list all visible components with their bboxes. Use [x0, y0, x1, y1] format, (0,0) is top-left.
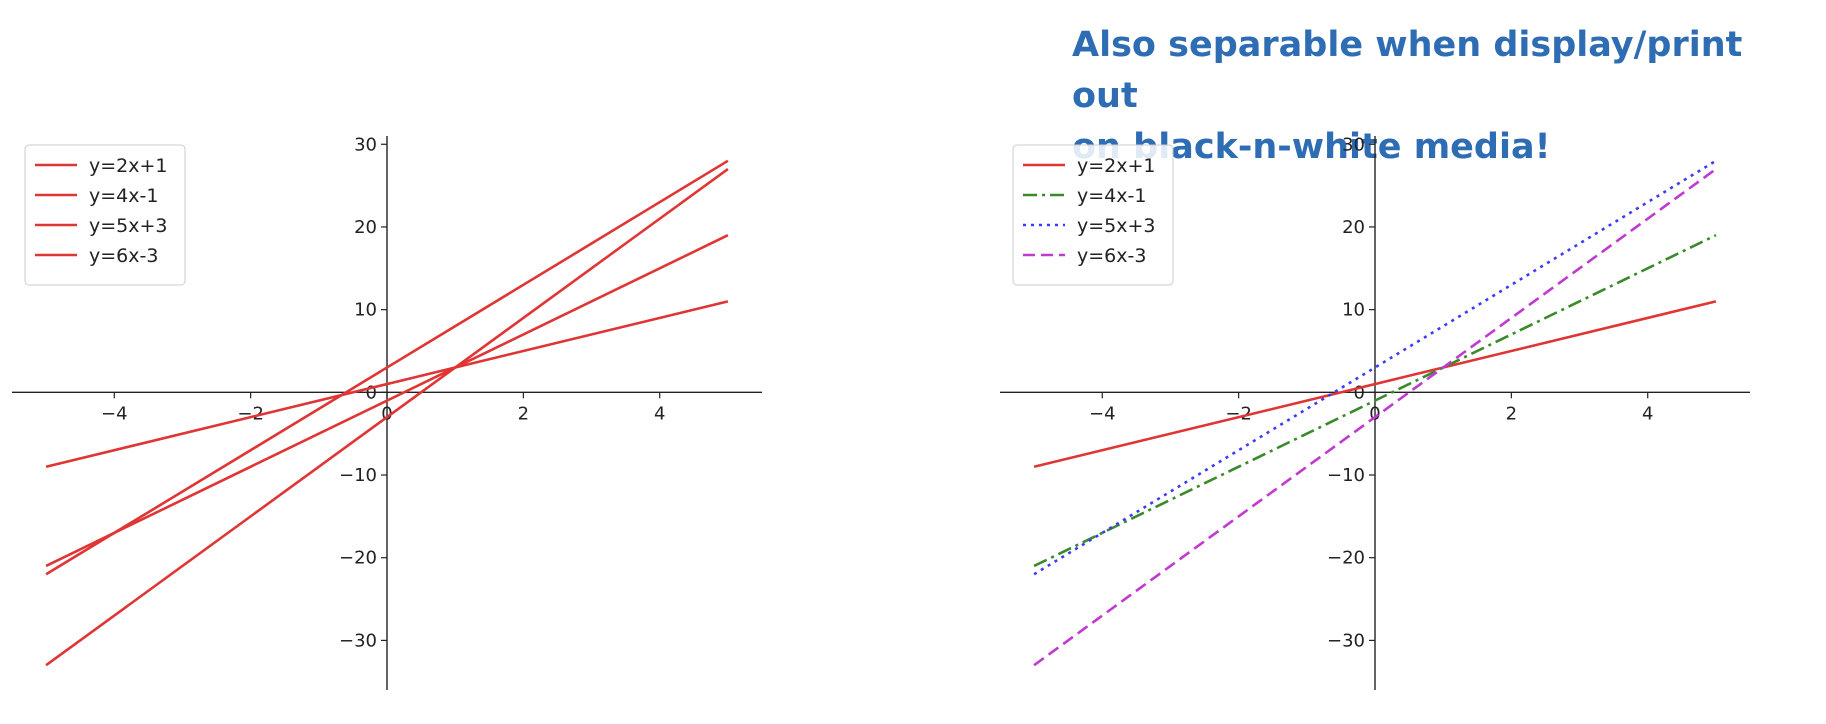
x-tick-label: 2 [518, 403, 529, 424]
legend-frame [24, 144, 186, 286]
legend-label-1: y=2x+1 [89, 155, 168, 177]
y-tick-label: −20 [1327, 548, 1365, 569]
legend-label-2: y=4x-1 [1077, 185, 1146, 207]
series-line-2 [45, 234, 729, 568]
y-tick-label: 20 [1342, 217, 1365, 238]
series-line-3 [45, 159, 729, 576]
x-tick-label: 4 [1642, 403, 1653, 424]
y-tick-label: −30 [339, 630, 377, 651]
series-line-4 [1033, 168, 1717, 667]
legend-label-2: y=4x-1 [89, 185, 158, 207]
legend-frame [1012, 144, 1174, 286]
series-line-1 [1033, 300, 1717, 469]
y-tick-label: −10 [1327, 465, 1365, 486]
series-line-4 [45, 168, 729, 667]
y-tick-label: −30 [1327, 630, 1365, 651]
legend: y=2x+1 y=4x-1 y=5x+3 y=6x-3 [1012, 144, 1174, 286]
y-tick-label: 0 [366, 382, 377, 403]
y-tick-label: −20 [339, 548, 377, 569]
x-tick-label: 4 [654, 403, 665, 424]
headline-line-1: Also separable when display/print out [1072, 25, 1743, 116]
y-tick-label: 10 [354, 300, 377, 321]
y-tick-label: 0 [1354, 382, 1365, 403]
legend: y=2x+1 y=4x-1 y=5x+3 y=6x-3 [24, 144, 186, 286]
legend-label-1: y=2x+1 [1077, 155, 1156, 177]
x-tick-label: 0 [1369, 403, 1380, 424]
y-tick-label: 30 [354, 134, 377, 155]
y-tick-label: 30 [1342, 134, 1365, 155]
legend-label-3: y=5x+3 [89, 215, 168, 237]
series-line-3 [1033, 159, 1717, 576]
series-line-2 [1033, 234, 1717, 568]
y-tick-label: −10 [339, 465, 377, 486]
x-tick-label: −4 [1089, 403, 1116, 424]
legend-label-3: y=5x+3 [1077, 215, 1156, 237]
series-line-1 [45, 300, 729, 469]
legend-label-4: y=6x-3 [1077, 245, 1146, 267]
x-tick-label: 2 [1506, 403, 1517, 424]
x-tick-label: 0 [381, 403, 392, 424]
y-tick-label: 20 [354, 217, 377, 238]
y-tick-label: 10 [1342, 300, 1365, 321]
x-tick-label: −4 [101, 403, 128, 424]
legend-label-4: y=6x-3 [89, 245, 158, 267]
